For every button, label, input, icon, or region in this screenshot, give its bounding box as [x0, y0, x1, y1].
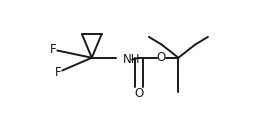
Text: F: F: [50, 43, 57, 56]
Text: O: O: [157, 51, 166, 64]
Text: F: F: [55, 66, 62, 79]
Text: NH: NH: [123, 53, 141, 66]
Text: O: O: [134, 87, 144, 100]
